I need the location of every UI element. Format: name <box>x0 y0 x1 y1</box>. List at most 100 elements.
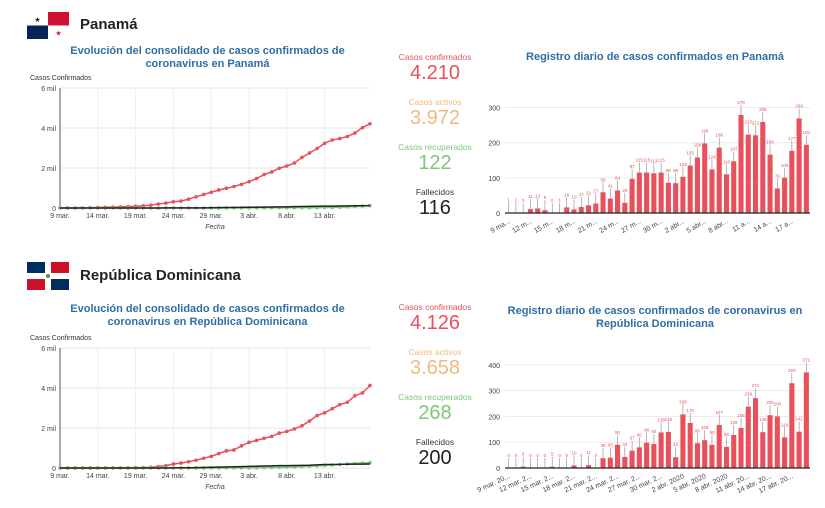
bar <box>702 143 708 213</box>
bar <box>803 144 809 213</box>
data-point-confirmed <box>201 192 206 197</box>
data-label: 40 <box>608 443 614 448</box>
data-label: 141 <box>795 417 803 422</box>
bar <box>535 208 541 213</box>
bar <box>651 444 657 468</box>
stat-label: Casos confirmados <box>398 302 472 312</box>
x-tick-label: 14 mar. <box>86 473 109 480</box>
stat-label: Casos confirmados <box>398 52 472 62</box>
bar <box>774 416 780 468</box>
data-label: 103 <box>679 162 687 167</box>
data-point-confirmed <box>345 134 350 139</box>
bar <box>723 446 730 468</box>
x-tick-label: 24 mar. <box>162 473 185 480</box>
data-label: 329 <box>788 368 796 373</box>
bar <box>760 121 766 213</box>
data-point-confirmed <box>201 456 206 461</box>
x-tick-label: 9 mar. <box>50 473 70 480</box>
data-label: 115 <box>643 158 651 163</box>
data-label: 177 <box>788 136 796 141</box>
x-tick-label: 29 mar. <box>200 213 223 220</box>
bar <box>702 440 708 468</box>
series-line-confirmed <box>60 384 371 469</box>
data-label: 0 <box>507 453 510 458</box>
bar <box>716 147 722 213</box>
data-label: 13 <box>535 193 541 198</box>
panama-flag: ★ ★ <box>27 12 69 39</box>
x-tick-label: 8 abr. <box>278 473 296 480</box>
bar <box>600 458 606 468</box>
data-point-confirmed <box>269 170 274 174</box>
bar <box>658 432 664 468</box>
stat-recovered: Casos recuperados 122 <box>380 142 490 175</box>
data-label: 22 <box>586 190 592 195</box>
data-label: 38 <box>601 443 607 448</box>
data-point-confirmed <box>171 199 176 204</box>
bar <box>585 205 592 213</box>
data-label: 271 <box>752 383 760 388</box>
data-point-confirmed <box>239 182 244 187</box>
bar <box>709 444 715 468</box>
data-label: 59 <box>601 177 607 182</box>
data-label: 0 <box>544 453 547 458</box>
x-tick-label: 9 ma... <box>490 218 512 235</box>
bar <box>709 169 715 213</box>
x-tick-label: 24 mar. <box>162 213 185 220</box>
data-point-confirmed <box>315 413 319 418</box>
stat-deaths: Fallecidos 200 <box>380 437 490 470</box>
data-point-confirmed <box>300 423 304 428</box>
y-tick-label: 100 <box>488 176 500 183</box>
stat-value: 3.972 <box>409 107 461 129</box>
data-point-confirmed <box>360 391 365 395</box>
data-point-confirmed <box>216 451 221 456</box>
data-point-confirmed <box>247 179 251 184</box>
country-name: Panamá <box>80 16 138 33</box>
data-point-confirmed <box>345 400 350 405</box>
stat-recovered: Casos recuperados 268 <box>380 392 490 425</box>
data-point-confirmed <box>322 411 327 415</box>
data-point-confirmed <box>292 161 297 165</box>
stat-value: 4.126 <box>409 312 461 334</box>
data-point-confirmed <box>269 434 274 439</box>
bar <box>607 198 613 213</box>
data-point-confirmed <box>216 188 221 192</box>
bar <box>622 202 628 213</box>
data-point-confirmed <box>209 454 214 459</box>
bar <box>767 415 773 468</box>
data-label: 140 <box>665 417 673 422</box>
data-label: 135 <box>686 151 694 156</box>
bar <box>680 176 686 213</box>
data-label: 186 <box>715 133 723 138</box>
bar <box>738 114 744 213</box>
stat-label: Casos recuperados <box>398 392 472 402</box>
data-point-confirmed <box>164 201 168 205</box>
bar <box>752 398 759 468</box>
data-label: 82 <box>724 432 730 437</box>
line-chart: Casos Confirmados 0 2 mil 4 mil 6 mil 9 mar. 1… <box>30 335 372 491</box>
x-tick-label: 13 abr. <box>314 473 335 480</box>
data-point-confirmed <box>262 436 266 441</box>
stat-active: Casos activos 3.972 <box>380 97 490 130</box>
data-label: 98 <box>644 428 650 433</box>
bar <box>745 134 751 213</box>
y-tick-label: 4 mil <box>41 386 56 393</box>
data-point-recovered <box>269 465 274 470</box>
data-label: 128 <box>730 420 738 425</box>
bar <box>585 465 592 468</box>
bar <box>694 157 700 213</box>
bar <box>665 182 671 213</box>
data-label: 70 <box>775 173 781 178</box>
data-label: 167 <box>715 410 723 415</box>
data-label: 27 <box>593 189 599 194</box>
x-tick-label: 5 abr... <box>686 218 708 235</box>
data-point-confirmed <box>239 444 244 448</box>
data-label: 115 <box>658 158 666 163</box>
data-label: 80 <box>637 432 643 437</box>
bar <box>774 188 780 213</box>
stat-confirmed: Casos confirmados 4.126 <box>380 302 490 335</box>
x-tick-label: 15 m... <box>533 218 555 235</box>
bar <box>745 406 751 468</box>
data-point-confirmed <box>285 429 289 434</box>
x-tick-label: 19 mar. <box>124 473 147 480</box>
y-tick-label: 0 <box>496 211 500 218</box>
